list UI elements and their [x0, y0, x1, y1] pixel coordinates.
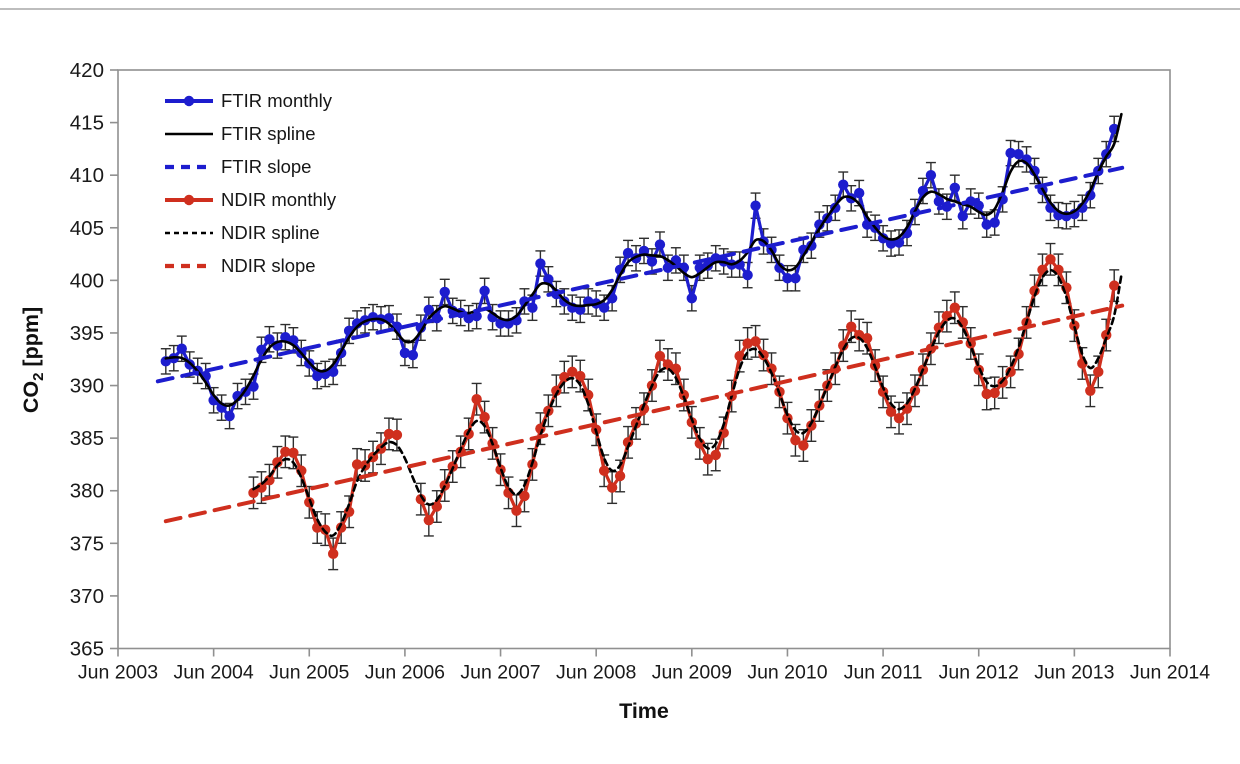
- top-divider-line: [0, 8, 1240, 10]
- series-layer: [155, 112, 1125, 571]
- legend-item-ftir-slope: FTIR slope: [164, 150, 336, 183]
- svg-text:Jun 2006: Jun 2006: [365, 662, 445, 684]
- legend-item-ndir-spline: NDIR spline: [164, 216, 336, 249]
- svg-text:410: 410: [70, 164, 104, 187]
- x-axis-title: Time: [619, 699, 669, 723]
- svg-text:380: 380: [70, 480, 104, 503]
- legend-label-ftir-slope: FTIR slope: [221, 155, 312, 177]
- svg-text:Jun 2007: Jun 2007: [460, 662, 540, 684]
- svg-text:Jun 2014: Jun 2014: [1130, 662, 1210, 684]
- svg-text:405: 405: [70, 217, 104, 240]
- legend-label-ftir-spline: FTIR spline: [221, 122, 316, 144]
- legend-label-ndir-spline: NDIR spline: [221, 221, 320, 243]
- ndir-spline-swatch-icon: [165, 231, 213, 234]
- svg-text:Jun 2012: Jun 2012: [939, 662, 1019, 684]
- svg-text:Jun 2013: Jun 2013: [1034, 662, 1114, 684]
- svg-text:420: 420: [70, 59, 104, 82]
- svg-text:Jun 2009: Jun 2009: [652, 662, 732, 684]
- svg-text:390: 390: [70, 375, 104, 398]
- svg-text:Jun 2010: Jun 2010: [747, 662, 827, 684]
- ndir-monthly-swatch-icon: [165, 194, 213, 205]
- legend-label-ndir-slope: NDIR slope: [221, 254, 316, 276]
- svg-text:365: 365: [70, 638, 104, 661]
- legend-item-ftir-spline: FTIR spline: [164, 117, 336, 150]
- svg-text:Jun 2011: Jun 2011: [844, 662, 923, 684]
- svg-text:Jun 2008: Jun 2008: [556, 662, 636, 684]
- legend-item-ftir-monthly: FTIR monthly: [164, 84, 336, 117]
- svg-text:Jun 2004: Jun 2004: [174, 662, 254, 684]
- ftir-spline-swatch-icon: [165, 132, 213, 135]
- ftir-slope-swatch-icon: [165, 164, 213, 169]
- svg-text:370: 370: [70, 585, 104, 608]
- axes-layer: 365 370 375 380 385 390 395 400 405 410 415 420 Jun …: [70, 59, 1210, 684]
- svg-text:415: 415: [70, 112, 104, 135]
- y-axis-title: CO2 [ppm]: [19, 307, 47, 413]
- legend-label-ftir-monthly: FTIR monthly: [221, 89, 333, 111]
- legend-item-ndir-monthly: NDIR monthly: [164, 183, 336, 216]
- svg-text:400: 400: [70, 269, 104, 292]
- svg-text:Jun 2005: Jun 2005: [269, 662, 349, 684]
- chart-legend: FTIR monthly FTIR spline FTIR slope NDIR…: [164, 84, 336, 282]
- svg-text:385: 385: [70, 427, 104, 450]
- legend-label-ndir-monthly: NDIR monthly: [221, 188, 337, 210]
- legend-item-ndir-slope: NDIR slope: [164, 249, 336, 282]
- ftir-monthly-swatch-icon: [165, 95, 213, 106]
- svg-text:Jun 2003: Jun 2003: [78, 662, 158, 684]
- svg-text:375: 375: [70, 532, 104, 555]
- svg-text:395: 395: [70, 322, 104, 345]
- ndir-slope-swatch-icon: [165, 263, 213, 268]
